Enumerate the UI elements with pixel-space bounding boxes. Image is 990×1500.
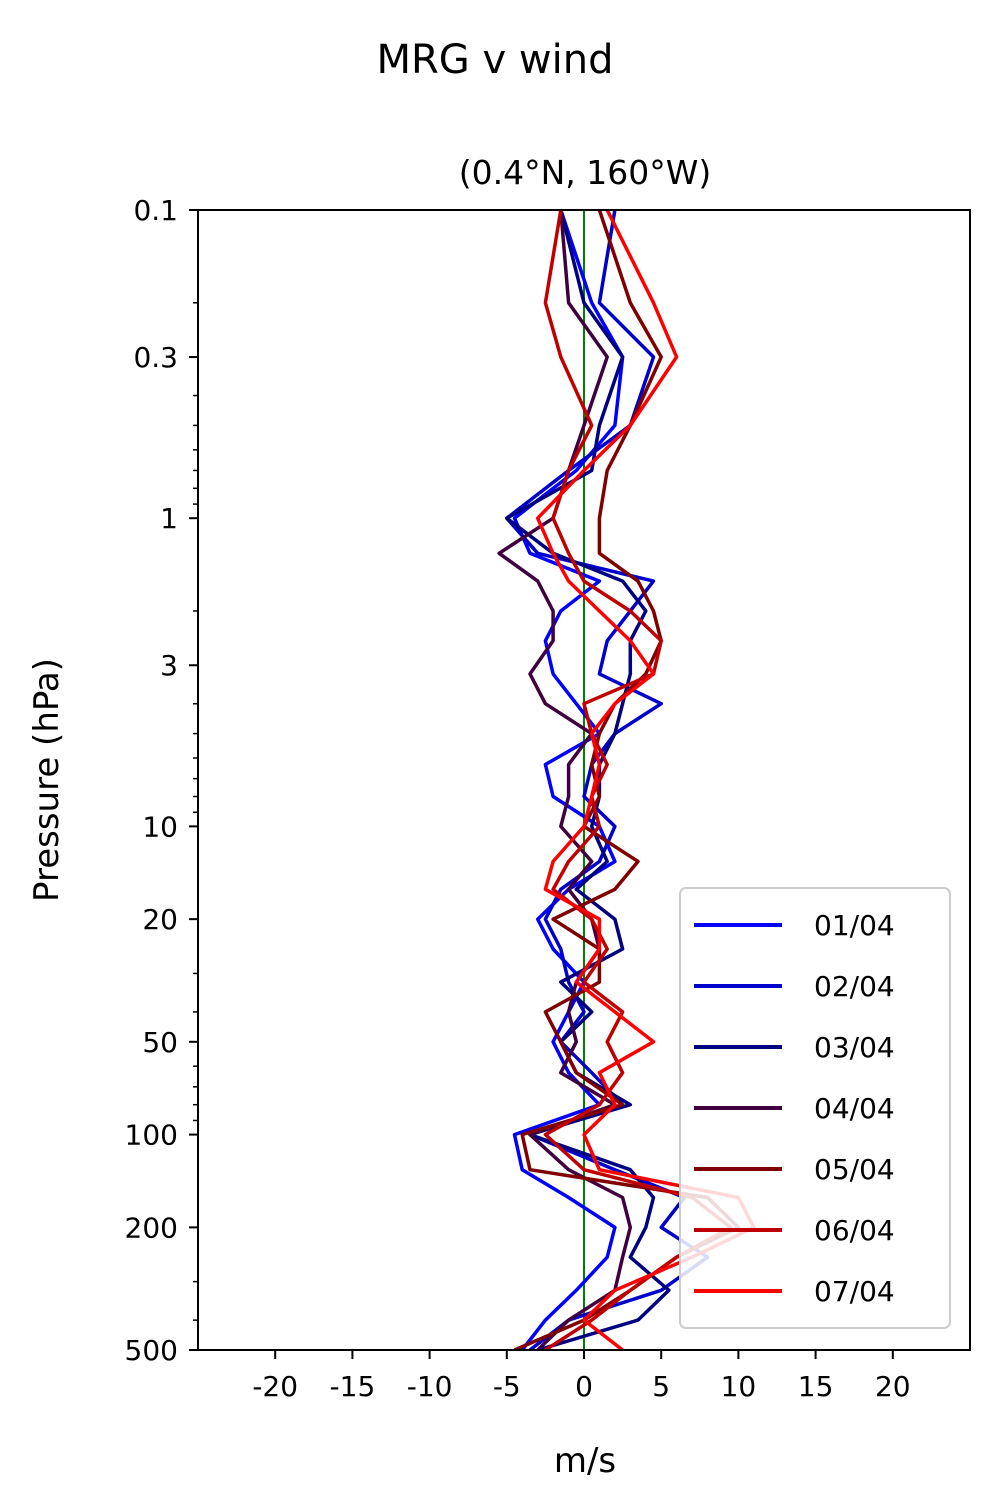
x-tick-label: 5 bbox=[652, 1370, 670, 1403]
y-axis: 0.1 0.3 1 3 10 20 50 100 200 500 bbox=[125, 194, 198, 1367]
legend-label-7: 07/04 bbox=[814, 1275, 895, 1308]
y-tick-label: 100 bbox=[125, 1119, 178, 1152]
x-tick-label: -15 bbox=[330, 1370, 376, 1403]
legend-label-5: 05/04 bbox=[814, 1153, 895, 1186]
legend-label-2: 02/04 bbox=[814, 970, 895, 1003]
x-axis: -20 -15 -10 -5 0 5 10 15 20 bbox=[252, 1350, 911, 1403]
chart-subtitle: (0.4°N, 160°W) bbox=[459, 153, 712, 192]
legend-label-4: 04/04 bbox=[814, 1092, 895, 1125]
x-tick-label: 0 bbox=[575, 1370, 593, 1403]
y-axis-label: Pressure (hPa) bbox=[27, 658, 67, 902]
x-tick-label: 20 bbox=[875, 1370, 911, 1403]
x-tick-label: -5 bbox=[493, 1370, 521, 1403]
x-tick-label: -10 bbox=[407, 1370, 453, 1403]
x-tick-label: 10 bbox=[721, 1370, 757, 1403]
legend-label-3: 03/04 bbox=[814, 1031, 895, 1064]
series-line-6 bbox=[543, 210, 733, 1350]
series-line-4 bbox=[497, 210, 633, 1350]
chart-title: MRG v wind bbox=[377, 37, 614, 83]
x-tick-label: 15 bbox=[798, 1370, 834, 1403]
x-tick-label: -20 bbox=[252, 1370, 298, 1403]
legend: 01/04 02/04 03/04 04/04 05/04 06/04 07/04 bbox=[679, 887, 951, 1329]
legend-box bbox=[679, 887, 951, 1329]
y-tick-label: 200 bbox=[125, 1211, 178, 1244]
y-tick-label: 1 bbox=[160, 502, 178, 535]
y-tick-label: 0.1 bbox=[133, 194, 178, 227]
y-tick-label: 3 bbox=[160, 649, 178, 682]
legend-label-1: 01/04 bbox=[814, 909, 895, 942]
series-group bbox=[497, 210, 756, 1350]
series-line-5 bbox=[513, 210, 741, 1350]
legend-label-6: 06/04 bbox=[814, 1214, 895, 1247]
y-tick-label: 10 bbox=[142, 810, 178, 843]
y-tick-label: 0.3 bbox=[133, 341, 178, 374]
y-tick-label: 500 bbox=[125, 1334, 178, 1367]
x-axis-label: m/s bbox=[554, 1441, 616, 1481]
y-tick-label: 50 bbox=[142, 1026, 178, 1059]
y-tick-label: 20 bbox=[142, 903, 178, 936]
